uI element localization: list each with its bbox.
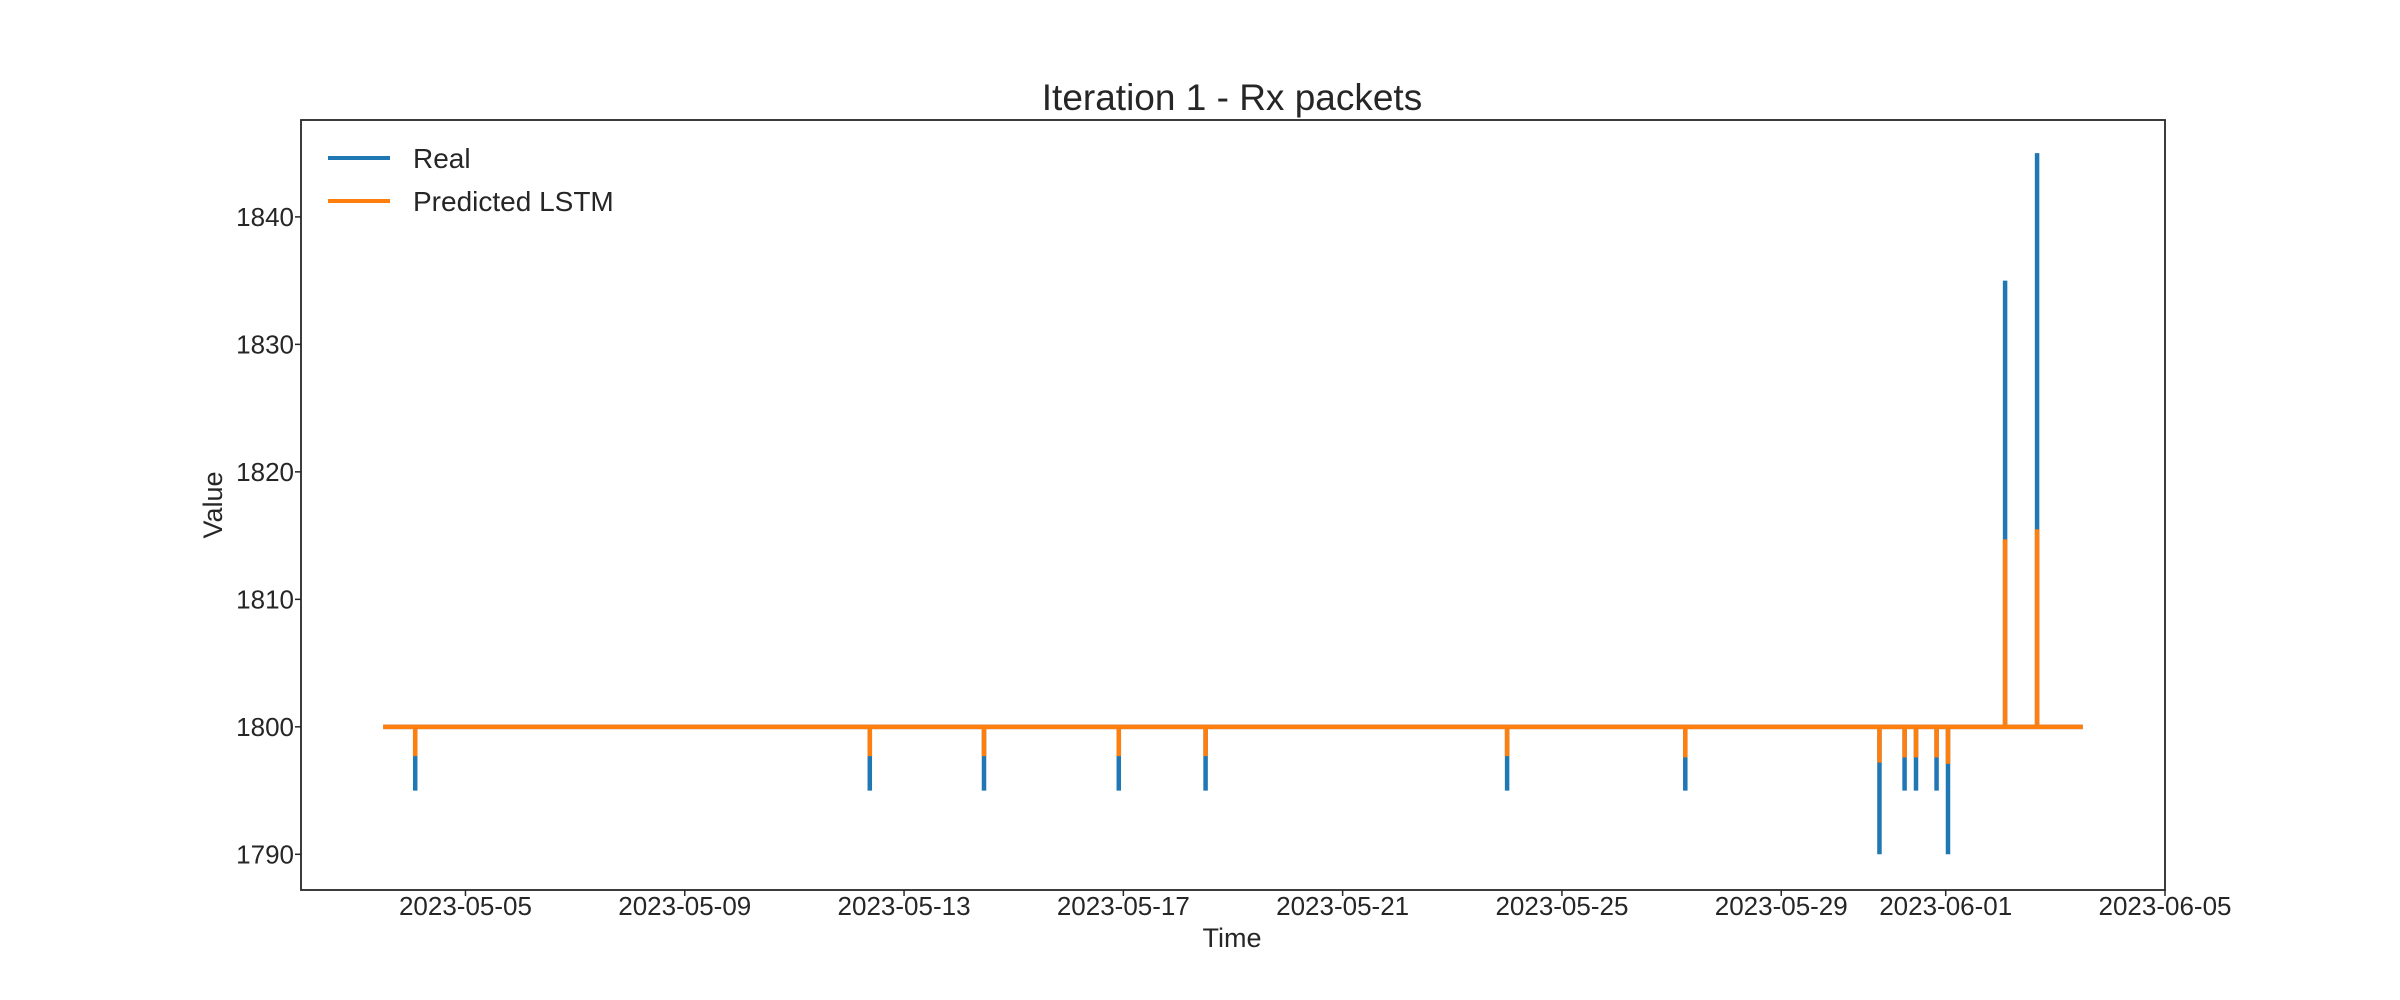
y-tick-label: 1820	[236, 457, 294, 487]
y-tick-label: 1810	[236, 584, 294, 614]
x-tick-label: 2023-05-21	[1276, 891, 1409, 921]
series-layer	[383, 153, 2083, 855]
legend-label-predicted-lstm: Predicted LSTM	[413, 186, 614, 217]
chart-title: Iteration 1 - Rx packets	[1042, 77, 1422, 118]
x-tick-label: 2023-05-17	[1057, 891, 1190, 921]
y-axis-label: Value	[198, 471, 228, 538]
plot-frame	[300, 119, 2166, 891]
legend-label-real: Real	[413, 143, 471, 174]
plot-background	[301, 120, 2165, 890]
y-tick-label: 1800	[236, 712, 294, 742]
y-tick-label: 1790	[236, 839, 294, 869]
legend: Real Predicted LSTM	[328, 143, 614, 217]
x-axis: 2023-05-05 2023-05-09 2023-05-13 2023-05-17…	[399, 890, 2232, 921]
x-tick-label: 2023-05-13	[838, 891, 971, 921]
series-predicted-lstm	[383, 529, 2083, 764]
x-axis-label: Time	[1203, 923, 1262, 953]
x-tick-label: 2023-05-09	[618, 891, 751, 921]
x-tick-label: 2023-05-05	[399, 891, 532, 921]
plot-area	[300, 119, 2166, 891]
y-tick-label: 1840	[236, 202, 294, 232]
x-tick-label: 2023-05-25	[1495, 891, 1628, 921]
x-tick-label: 2023-05-29	[1715, 891, 1848, 921]
y-tick-label: 1830	[236, 329, 294, 359]
x-tick-label: 2023-06-05	[2099, 891, 2232, 921]
y-axis: 1790 1800 1810 1820 1830 1840	[236, 202, 301, 869]
x-tick-label: 2023-06-01	[1879, 891, 2012, 921]
